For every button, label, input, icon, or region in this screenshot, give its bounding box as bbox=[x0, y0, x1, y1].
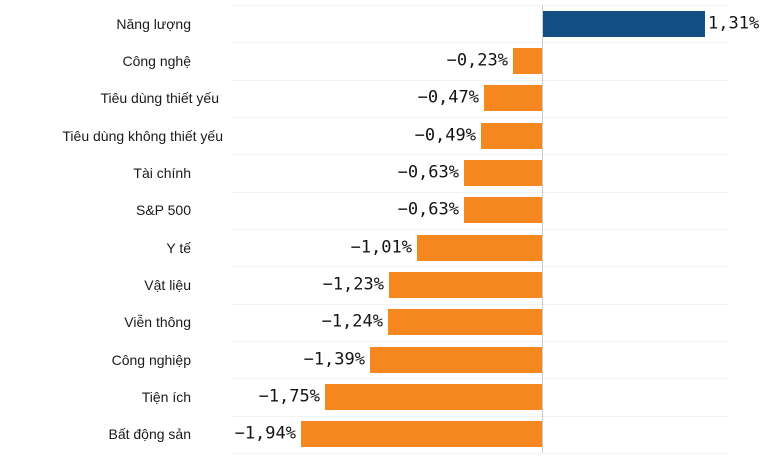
row-gridline bbox=[232, 192, 728, 193]
value-label: −1,39% bbox=[303, 349, 365, 370]
negative-bar bbox=[417, 234, 542, 261]
value-label: −0,63% bbox=[397, 162, 459, 183]
chart-row: Vật liệu −1,23% bbox=[0, 266, 781, 303]
value-label: −0,63% bbox=[397, 199, 459, 220]
category-label: Năng lượng bbox=[116, 15, 191, 32]
chart-row: Bất động sản −1,94% bbox=[0, 416, 781, 453]
negative-bar bbox=[389, 271, 542, 298]
category-label: Viễn thông bbox=[124, 314, 191, 331]
value-label: −0,49% bbox=[414, 125, 476, 146]
row-gridline bbox=[232, 229, 728, 230]
negative-bar bbox=[325, 383, 542, 410]
row-gridline bbox=[232, 416, 728, 417]
negative-bar bbox=[513, 47, 542, 74]
category-label: Bất động sản bbox=[108, 426, 191, 443]
category-label: Công nghiệp bbox=[111, 351, 191, 368]
positive-bar bbox=[543, 10, 705, 37]
chart-row: Y tế −1,01% bbox=[0, 229, 781, 266]
row-gridline bbox=[232, 5, 728, 6]
category-label: Tiện ích bbox=[141, 388, 191, 405]
row-gridline bbox=[232, 341, 728, 342]
value-label: −1,75% bbox=[258, 386, 320, 407]
negative-bar bbox=[464, 197, 542, 224]
zero-axis-line bbox=[542, 5, 543, 453]
row-gridline bbox=[232, 266, 728, 267]
negative-bar bbox=[464, 159, 542, 186]
value-label: −1,24% bbox=[321, 311, 383, 332]
value-label: 1,31% bbox=[708, 13, 760, 34]
category-label: S&P 500 bbox=[135, 202, 191, 219]
value-label: −0,47% bbox=[417, 87, 479, 108]
chart-row: S&P 500 −0,63% bbox=[0, 192, 781, 229]
chart-row: Tiện ích −1,75% bbox=[0, 378, 781, 415]
row-gridline bbox=[232, 453, 728, 454]
category-label: Tiêu dùng không thiết yếu bbox=[62, 127, 223, 144]
negative-bar bbox=[301, 421, 542, 448]
chart-row: Tiêu dùng thiết yếu −0,47% bbox=[0, 80, 781, 117]
row-gridline bbox=[232, 154, 728, 155]
row-gridline bbox=[232, 304, 728, 305]
value-label: −1,23% bbox=[322, 274, 384, 295]
negative-bar bbox=[370, 346, 542, 373]
negative-bar bbox=[484, 85, 542, 112]
row-gridline bbox=[232, 378, 728, 379]
category-label: Vật liệu bbox=[144, 276, 191, 293]
chart-row: Năng lượng 1,31% bbox=[0, 5, 781, 42]
value-label: −1,94% bbox=[234, 423, 296, 444]
category-label: Y tế bbox=[166, 239, 191, 256]
category-label: Tài chính bbox=[133, 164, 191, 181]
row-gridline bbox=[232, 80, 728, 81]
value-label: −1,01% bbox=[350, 237, 412, 258]
row-gridline bbox=[232, 42, 728, 43]
chart-row: Viễn thông −1,24% bbox=[0, 304, 781, 341]
chart-row: Tiêu dùng không thiết yếu −0,49% bbox=[0, 117, 781, 154]
chart-row: Công nghệ −0,23% bbox=[0, 42, 781, 79]
category-label: Tiêu dùng thiết yếu bbox=[100, 90, 219, 107]
row-gridline bbox=[232, 117, 728, 118]
negative-bar bbox=[388, 309, 542, 336]
negative-bar bbox=[481, 122, 542, 149]
category-label: Công nghệ bbox=[122, 52, 191, 69]
chart-row: Công nghiệp −1,39% bbox=[0, 341, 781, 378]
value-label: −0,23% bbox=[446, 50, 508, 71]
chart-row: Tài chính −0,63% bbox=[0, 154, 781, 191]
